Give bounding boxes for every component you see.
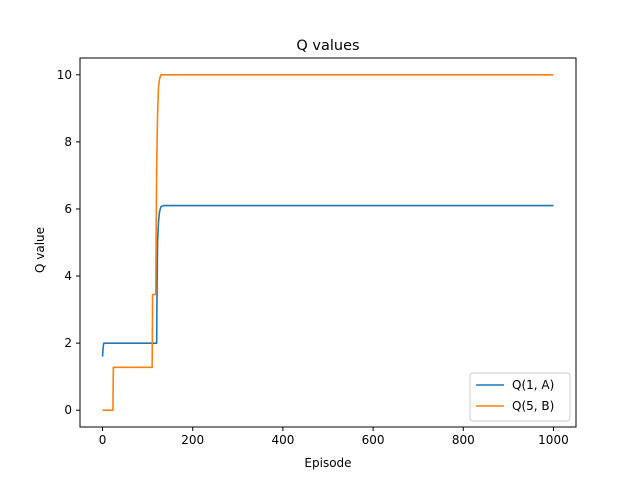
chart-title: Q values <box>296 38 359 54</box>
legend-label-1: Q(1, A) <box>512 378 554 392</box>
series-line-1 <box>101 204 554 357</box>
x-axis-label: Episode <box>304 456 351 470</box>
legend: Q(1, A) Q(5, B) <box>469 372 571 422</box>
y-axis-label: Q value <box>33 227 47 273</box>
y-tick-label: 8 <box>64 135 72 149</box>
plot-area: 0 200 400 600 800 1000 0 2 4 6 8 10 <box>57 57 577 447</box>
y-tick-label: 4 <box>64 269 72 283</box>
y-tick-label: 2 <box>64 336 72 350</box>
y-tick-label: 0 <box>64 403 72 417</box>
axes-frame <box>79 57 577 428</box>
x-tick-label: 200 <box>181 433 204 447</box>
x-tick-label: 600 <box>362 433 385 447</box>
legend-label-2: Q(5, B) <box>512 399 554 413</box>
x-tick-label: 1000 <box>538 433 569 447</box>
x-tick-label: 800 <box>452 433 475 447</box>
series-line-2 <box>102 73 554 412</box>
y-tick-label: 6 <box>64 202 72 216</box>
x-tick-label: 400 <box>271 433 294 447</box>
y-tick-label: 10 <box>57 68 72 82</box>
x-tick-label: 0 <box>99 433 107 447</box>
